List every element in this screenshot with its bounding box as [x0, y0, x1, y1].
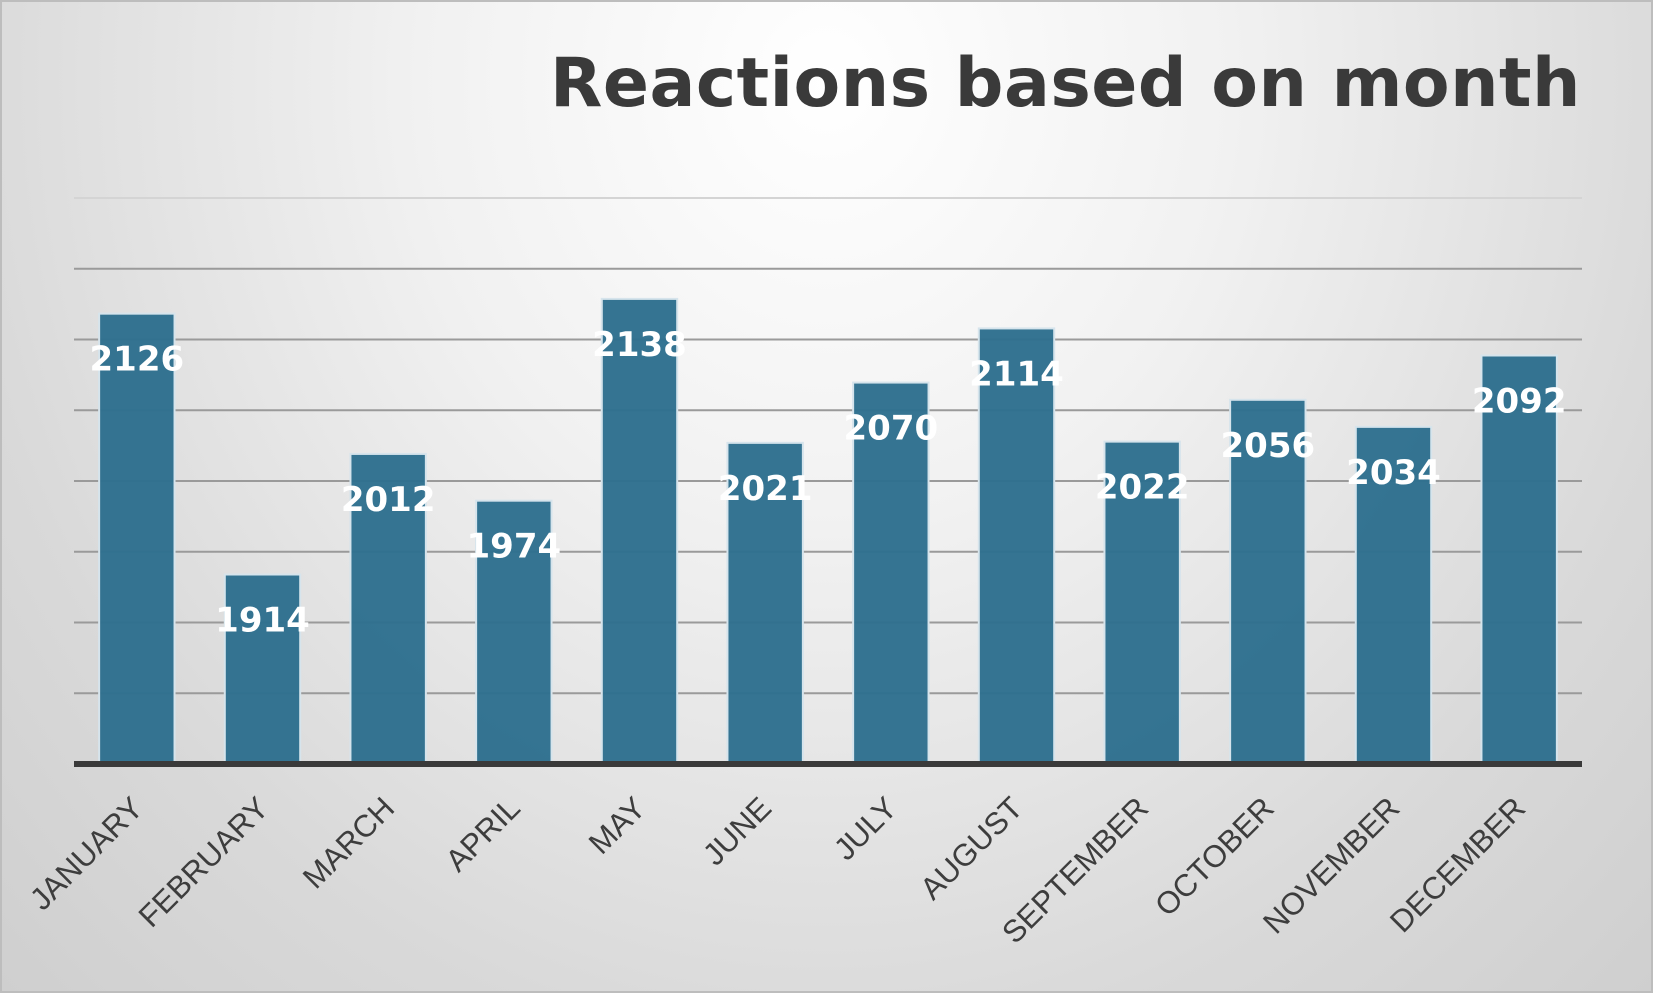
- bars: [98, 297, 1558, 766]
- x-tick-label-june: JUNE: [696, 790, 778, 872]
- data-label-march: 2012: [341, 480, 436, 520]
- data-label-april: 1974: [467, 527, 562, 567]
- data-label-october: 2056: [1221, 426, 1316, 466]
- data-label-may: 2138: [592, 325, 687, 365]
- bar-august: [977, 327, 1056, 765]
- data-label-december: 2092: [1472, 381, 1567, 421]
- data-label-january: 2126: [90, 340, 185, 380]
- x-tick-label-february: FEBRUARY: [132, 790, 276, 934]
- bar-november: [1354, 425, 1433, 765]
- bar-january: [98, 312, 176, 765]
- bar-june: [726, 441, 804, 765]
- data-labels: 2126 1914 2012 1974 2138 2021 2070 2114 2022 2056…: [90, 325, 1567, 641]
- bar-september: [1103, 440, 1181, 765]
- gridlines: [74, 197, 1582, 695]
- x-tick-label-march: MARCH: [296, 790, 401, 895]
- bar-july: [852, 381, 930, 765]
- bar-may: [600, 297, 679, 765]
- x-tick-label-january: JANUARY: [23, 790, 150, 917]
- data-label-september: 2022: [1095, 468, 1190, 508]
- data-label-june: 2021: [718, 469, 813, 509]
- data-label-august: 2114: [969, 354, 1064, 394]
- bar-october: [1229, 398, 1307, 765]
- chart-title: Reactions based on month: [550, 44, 1581, 123]
- bar-april: [475, 499, 553, 765]
- x-tick-label-august: AUGUST: [913, 790, 1029, 906]
- x-tick-label-october: OCTOBER: [1148, 790, 1281, 923]
- x-tick-label-may: MAY: [582, 790, 653, 861]
- data-label-november: 2034: [1346, 453, 1441, 493]
- bar-february: [223, 573, 302, 766]
- x-tick-label-july: JULY: [827, 790, 904, 867]
- data-label-february: 1914: [215, 601, 310, 641]
- bar-december: [1480, 354, 1558, 765]
- x-tick-label-december: DECEMBER: [1383, 790, 1532, 939]
- data-label-july: 2070: [844, 409, 939, 449]
- x-tick-label-april: APRIL: [439, 790, 527, 878]
- x-tick-label-november: NOVEMBER: [1256, 790, 1406, 940]
- bar-march: [349, 452, 427, 765]
